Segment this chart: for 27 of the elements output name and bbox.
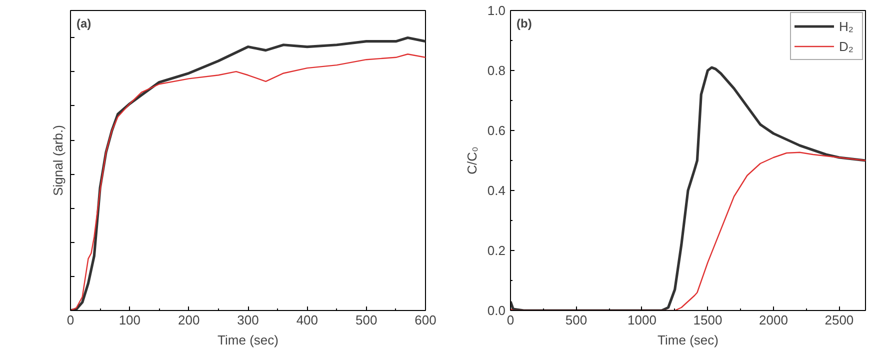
y-tick-label: 0.0 [487, 303, 506, 318]
x-axis-title: Time (sec) [658, 332, 718, 348]
x-tick-label: 1000 [628, 312, 656, 328]
x-tick-label: 500 [355, 312, 378, 328]
y-axis-title: C/C₀ [464, 146, 480, 174]
x-tick-label: 500 [565, 312, 588, 328]
x-tick-label: 400 [296, 312, 318, 328]
y-tick-label: 0.6 [487, 123, 506, 138]
legend-label: D₂ [839, 38, 854, 54]
x-tick-label: 1500 [693, 312, 722, 328]
x-tick-label: 100 [118, 312, 141, 328]
x-tick-label: 2500 [824, 312, 854, 328]
y-tick-label: 0.4 [487, 183, 506, 198]
text: (a) [76, 16, 92, 30]
y-tick-label: 1.0 [487, 3, 506, 18]
y-tick-label: 0.2 [487, 243, 506, 258]
annotation: (b) [516, 16, 532, 30]
x-tick-label: 0 [506, 312, 514, 328]
x-axis-title: Time (sec) [218, 332, 278, 348]
x-tick-label: 600 [414, 312, 436, 328]
x-tick-label: 2000 [759, 312, 788, 328]
y-tick-label: 0.8 [487, 63, 506, 78]
y-axis-title: Signal (arb.) [50, 125, 66, 196]
x-tick-label: 200 [178, 312, 200, 328]
legend-label: H₂ [839, 18, 854, 34]
x-tick-label: 300 [237, 312, 259, 328]
x-tick-label: 0 [66, 312, 74, 328]
